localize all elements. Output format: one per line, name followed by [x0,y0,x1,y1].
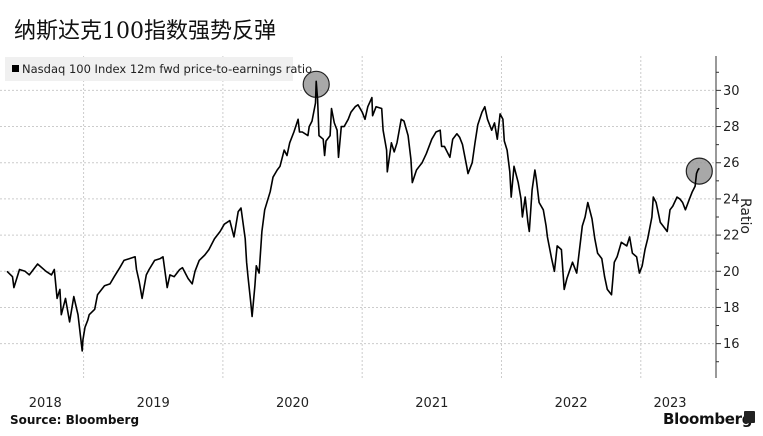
x-tick-label: 2020 [276,396,309,411]
legend-background [5,57,293,81]
bloomberg-logo: Bloomberg [663,410,755,428]
y-tick-label: 16 [723,337,740,352]
highlight-circle [685,157,713,185]
brand-text: Bloomberg [663,410,752,428]
y-tick-label: 18 [723,301,740,316]
highlight-layer [302,70,713,185]
x-tick-label: 2019 [137,396,170,411]
series-layer [6,80,700,352]
y-tick-label: 30 [723,84,740,99]
y-tick-label: 26 [723,156,740,171]
legend-swatch [12,65,19,72]
y-tick-label: 22 [723,229,740,244]
y-tick-label: 20 [723,265,740,280]
gridlines [0,56,716,378]
y-tick-label: 28 [723,120,740,135]
x-tick-label: 2018 [29,396,62,411]
legend-entry: Nasdaq 100 Index 12m fwd price-to-earnin… [22,62,312,76]
source-note: Source: Bloomberg [10,413,139,427]
x-tick-label: 2023 [653,396,686,411]
y-axis: 16 18 20 22 24 26 28 30 [715,56,740,378]
x-tick-label: 2022 [555,396,588,411]
series-line [6,80,700,352]
legend: Nasdaq 100 Index 12m fwd price-to-earnin… [5,57,312,81]
y-axis-title: Ratio [737,198,753,234]
x-axis: 2018 2019 2020 2021 2022 2023 [29,396,687,411]
bloomberg-chart-icon [744,411,755,423]
chart-title: 纳斯达克100指数强势反弹 [14,19,276,44]
y-tick-label: 24 [723,192,740,207]
x-tick-label: 2021 [415,396,448,411]
